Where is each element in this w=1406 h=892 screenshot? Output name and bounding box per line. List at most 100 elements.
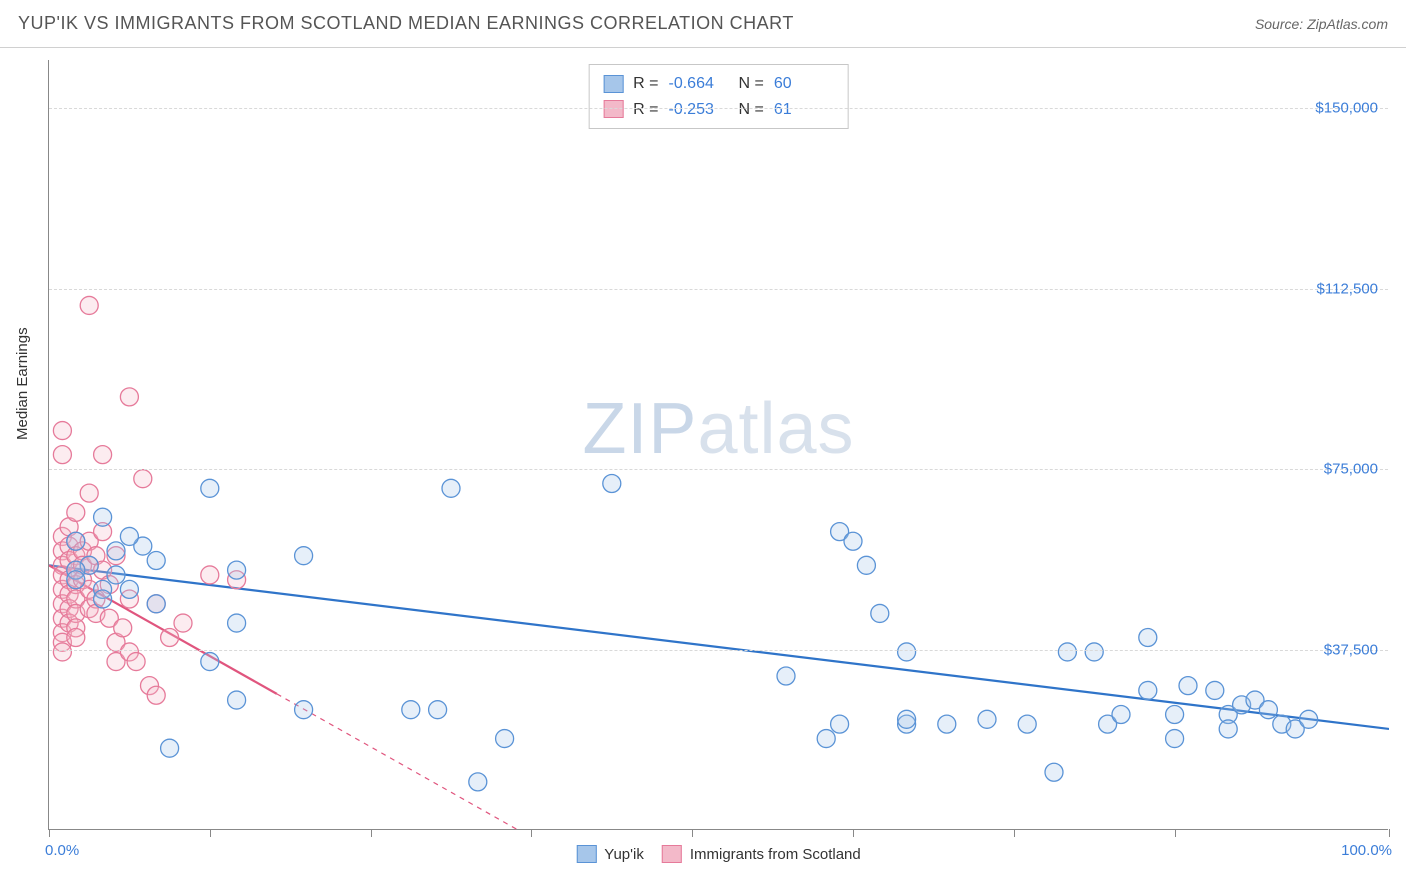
y-tick-label: $75,000 [1324, 461, 1378, 478]
data-point [1018, 715, 1036, 733]
y-tick-label: $112,500 [1317, 280, 1378, 297]
x-tick-label-left: 0.0% [45, 842, 79, 859]
legend-label-1: Yup'ik [604, 846, 644, 863]
legend-n-label: N = [739, 71, 764, 97]
data-point [1058, 643, 1076, 661]
data-point [817, 730, 835, 748]
x-tick [1389, 829, 1390, 837]
data-point [114, 619, 132, 637]
x-tick [531, 829, 532, 837]
grid-line [49, 469, 1388, 470]
data-point [978, 710, 996, 728]
data-point [120, 527, 138, 545]
data-point [67, 571, 85, 589]
data-point [603, 475, 621, 493]
data-point [53, 422, 71, 440]
data-point [469, 773, 487, 791]
data-point [107, 566, 125, 584]
legend-swatch-blue-bottom [576, 845, 596, 863]
data-point [161, 629, 179, 647]
data-point [147, 595, 165, 613]
data-point [402, 701, 420, 719]
legend-item-yupik: Yup'ik [576, 845, 644, 863]
data-point [127, 653, 145, 671]
legend-swatch-pink [603, 100, 623, 118]
data-point [295, 547, 313, 565]
legend-r-value-2: -0.253 [669, 97, 729, 123]
data-point [1112, 706, 1130, 724]
legend-n-label-2: N = [739, 97, 764, 123]
data-point [442, 479, 460, 497]
header-bar: YUP'IK VS IMMIGRANTS FROM SCOTLAND MEDIA… [0, 0, 1406, 48]
legend-row-series2: R = -0.253 N = 61 [603, 97, 834, 123]
data-point [844, 532, 862, 550]
data-point [201, 653, 219, 671]
data-point [871, 604, 889, 622]
data-point [1300, 710, 1318, 728]
data-point [496, 730, 514, 748]
data-point [67, 629, 85, 647]
legend-r-label-2: R = [633, 97, 658, 123]
data-point [1166, 730, 1184, 748]
plot-area: ZIPatlas R = -0.664 N = 60 R = -0.253 N … [48, 60, 1388, 830]
y-axis-label: Median Earnings [14, 327, 31, 440]
data-point [80, 296, 98, 314]
x-tick [1175, 829, 1176, 837]
data-point [938, 715, 956, 733]
legend-label-2: Immigrants from Scotland [690, 846, 861, 863]
x-tick [210, 829, 211, 837]
data-point [1259, 701, 1277, 719]
data-point [80, 484, 98, 502]
data-point [295, 701, 313, 719]
data-point [228, 614, 246, 632]
data-point [120, 388, 138, 406]
data-point [1139, 681, 1157, 699]
data-point [898, 710, 916, 728]
data-point [1166, 706, 1184, 724]
data-point [67, 532, 85, 550]
legend-n-value-2: 61 [774, 97, 834, 123]
chart-svg [49, 60, 1389, 830]
x-tick [49, 829, 50, 837]
data-point [201, 479, 219, 497]
legend-series: Yup'ik Immigrants from Scotland [576, 845, 860, 863]
source-name: ZipAtlas.com [1307, 16, 1388, 32]
data-point [831, 715, 849, 733]
x-tick [692, 829, 693, 837]
data-point [857, 556, 875, 574]
x-tick [1014, 829, 1015, 837]
legend-swatch-pink-bottom [662, 845, 682, 863]
legend-r-label: R = [633, 71, 658, 97]
legend-correlation: R = -0.664 N = 60 R = -0.253 N = 61 [588, 64, 849, 129]
data-point [67, 503, 85, 521]
legend-item-scotland: Immigrants from Scotland [662, 845, 861, 863]
x-tick [853, 829, 854, 837]
data-point [228, 561, 246, 579]
data-point [777, 667, 795, 685]
legend-r-value-1: -0.664 [669, 71, 729, 97]
data-point [94, 446, 112, 464]
data-point [147, 552, 165, 570]
data-point [107, 542, 125, 560]
data-point [898, 643, 916, 661]
chart-title: YUP'IK VS IMMIGRANTS FROM SCOTLAND MEDIA… [18, 13, 794, 34]
data-point [53, 643, 71, 661]
grid-line [49, 108, 1388, 109]
grid-line [49, 650, 1388, 651]
data-point [228, 691, 246, 709]
data-point [161, 739, 179, 757]
legend-n-value-1: 60 [774, 71, 834, 97]
data-point [1219, 720, 1237, 738]
data-point [147, 686, 165, 704]
data-point [1179, 677, 1197, 695]
data-point [120, 580, 138, 598]
source-attribution: Source: ZipAtlas.com [1255, 16, 1388, 32]
legend-swatch-blue [603, 75, 623, 93]
data-point [174, 614, 192, 632]
data-point [1206, 681, 1224, 699]
data-point [53, 446, 71, 464]
grid-line [49, 289, 1388, 290]
x-tick [371, 829, 372, 837]
data-point [429, 701, 447, 719]
legend-row-series1: R = -0.664 N = 60 [603, 71, 834, 97]
